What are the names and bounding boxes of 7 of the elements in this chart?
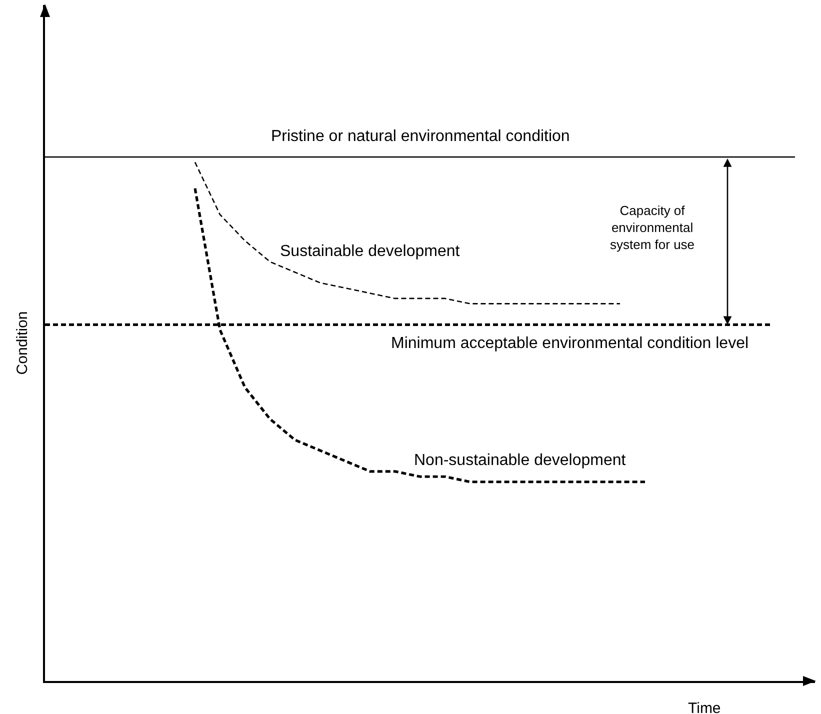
annotation: Capacity of environmental system for use (610, 203, 695, 252)
y-axis-title: Condition (14, 311, 31, 375)
series-label: Pristine or natural environmental condition (271, 128, 570, 145)
x-axis-title: Time (688, 700, 721, 714)
series-label: Sustainable development (280, 243, 460, 260)
legend-label: Minimum acceptable environmental condition level (391, 335, 749, 352)
series-label: Non-sustainable development (414, 452, 626, 469)
